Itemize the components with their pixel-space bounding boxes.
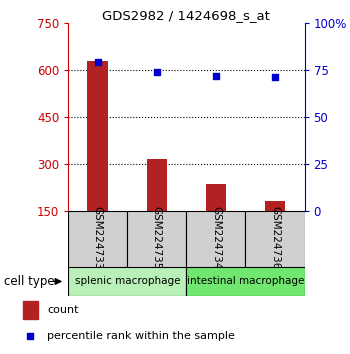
Text: cell type: cell type [4, 275, 54, 288]
Point [272, 75, 278, 80]
Text: GSM224735: GSM224735 [152, 206, 162, 269]
Point [28, 333, 33, 338]
Bar [23, 301, 38, 319]
Text: percentile rank within the sample: percentile rank within the sample [47, 331, 235, 341]
Bar [68, 267, 187, 296]
Title: GDS2982 / 1424698_s_at: GDS2982 / 1424698_s_at [103, 9, 270, 22]
Point [95, 59, 100, 65]
Bar [187, 211, 245, 267]
Bar [88, 61, 108, 211]
Text: intestinal macrophage: intestinal macrophage [187, 276, 304, 286]
Bar [205, 184, 226, 211]
Point [154, 69, 160, 75]
Bar [147, 159, 167, 211]
Bar [127, 211, 186, 267]
Bar [265, 201, 285, 211]
Text: splenic macrophage: splenic macrophage [75, 276, 180, 286]
Bar [68, 211, 127, 267]
Bar [245, 211, 304, 267]
Bar [187, 267, 304, 296]
Text: GSM224734: GSM224734 [211, 206, 221, 269]
Text: count: count [47, 305, 79, 315]
Text: GSM224733: GSM224733 [93, 206, 103, 269]
Text: GSM224736: GSM224736 [270, 206, 280, 269]
Point [213, 73, 219, 78]
